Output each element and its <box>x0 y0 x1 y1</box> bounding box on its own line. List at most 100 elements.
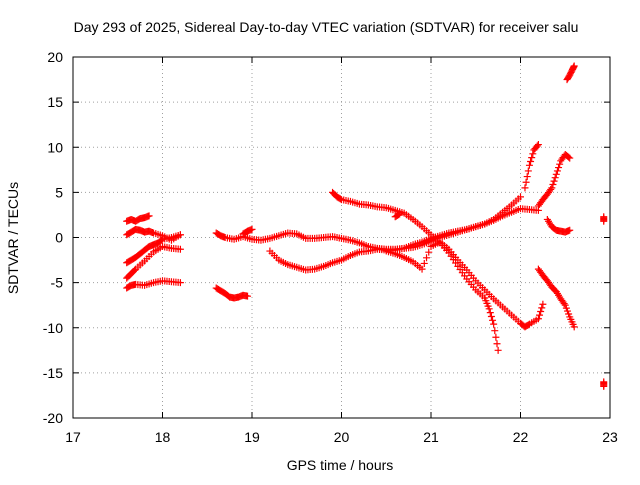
series-track-c-lower <box>212 284 252 302</box>
series-track-a-lower <box>123 277 184 292</box>
series-track-h-spike <box>521 141 542 192</box>
data-point <box>600 382 608 390</box>
data-point <box>485 305 493 313</box>
data-points <box>123 62 608 390</box>
data-point <box>533 142 541 150</box>
x-tick-label: 23 <box>602 429 618 445</box>
data-point <box>560 300 568 308</box>
series-track-n-edge-low <box>600 378 608 390</box>
data-point <box>176 279 184 287</box>
x-tick-label: 18 <box>155 429 171 445</box>
series-track-f-cross-down <box>382 238 547 331</box>
series-track-k-small <box>543 215 574 236</box>
data-point <box>549 180 557 188</box>
data-point <box>555 164 563 172</box>
data-point <box>490 320 498 328</box>
series-track-a-rise <box>123 231 184 267</box>
y-tick-label: -20 <box>43 410 63 426</box>
x-tick-label: 17 <box>65 429 81 445</box>
data-point <box>491 327 499 335</box>
data-point <box>566 226 574 234</box>
data-point <box>425 248 433 256</box>
series-track-j-down-to-minus-ten <box>534 265 578 331</box>
y-tick-label: 0 <box>55 230 63 246</box>
data-point <box>487 312 495 320</box>
data-point <box>248 225 256 233</box>
data-point <box>396 210 404 218</box>
series-track-b-bump <box>239 225 256 238</box>
data-point <box>494 346 502 354</box>
data-point <box>423 254 431 262</box>
data-point <box>521 184 529 192</box>
data-point <box>336 195 344 203</box>
data-point <box>537 308 545 316</box>
data-point <box>551 174 559 182</box>
y-tick-label: -10 <box>43 320 63 336</box>
data-point <box>524 167 532 175</box>
data-point <box>550 177 558 185</box>
x-tick-label: 21 <box>423 429 439 445</box>
series-track-d-dip <box>266 193 524 274</box>
data-point <box>527 157 535 165</box>
data-point <box>553 167 561 175</box>
y-tick-label: -5 <box>51 275 64 291</box>
data-point <box>529 150 537 158</box>
plot-area-frame <box>72 56 611 419</box>
x-tick-label: 19 <box>244 429 260 445</box>
y-tick-label: 15 <box>47 94 63 110</box>
data-point <box>552 170 560 178</box>
data-point <box>418 265 426 273</box>
data-point <box>547 185 555 193</box>
data-point <box>566 154 574 162</box>
data-point <box>523 173 531 181</box>
series-track-g-cross-up <box>427 205 542 244</box>
data-point <box>538 304 546 312</box>
data-point <box>565 153 573 161</box>
y-tick-label: -15 <box>43 365 63 381</box>
series-track-a-mid <box>123 243 184 282</box>
y-tick-label: 5 <box>55 184 63 200</box>
data-point <box>420 259 428 267</box>
data-point <box>528 154 536 162</box>
data-point <box>534 315 542 323</box>
series-track-l-top <box>563 62 578 84</box>
x-tick-label: 22 <box>513 429 529 445</box>
data-point <box>548 184 556 192</box>
data-point <box>176 231 184 239</box>
data-point <box>600 217 608 225</box>
data-point <box>395 211 403 219</box>
y-tick-label: 20 <box>47 49 63 65</box>
series-track-e-high-decline <box>329 188 502 354</box>
x-tick-label: 20 <box>334 429 350 445</box>
data-point <box>486 309 494 317</box>
series-track-m-edge-high <box>600 213 608 225</box>
data-point <box>539 300 547 308</box>
y-tick-label: 10 <box>47 139 63 155</box>
chart-title: Day 293 of 2025, Sidereal Day-to-day VTE… <box>74 19 579 35</box>
data-point <box>556 160 564 168</box>
x-axis-title: GPS time / hours <box>287 457 394 473</box>
data-point <box>492 333 500 341</box>
series-track-i-up-to-nine <box>534 150 574 210</box>
data-point <box>536 311 544 319</box>
data-point <box>570 323 578 331</box>
series-track-a-arc <box>123 225 184 244</box>
data-point <box>131 266 139 274</box>
data-point <box>493 340 501 348</box>
data-point <box>176 245 184 253</box>
y-axis-title: SDTVAR / TECUs <box>5 182 21 294</box>
data-point <box>534 141 542 149</box>
data-point <box>517 193 524 201</box>
axis-ticks: 17 18 19 20 21 22 23 -20 -15 -10 -5 0 5 10 15 20 <box>43 49 618 445</box>
data-point <box>489 316 497 324</box>
data-point <box>145 212 153 220</box>
series-track-e-notch <box>391 210 404 221</box>
data-point <box>244 292 252 300</box>
data-point <box>157 236 165 244</box>
data-point <box>522 178 530 186</box>
series-track-a-upper <box>123 212 153 225</box>
data-point <box>570 62 578 70</box>
data-point <box>525 161 533 169</box>
